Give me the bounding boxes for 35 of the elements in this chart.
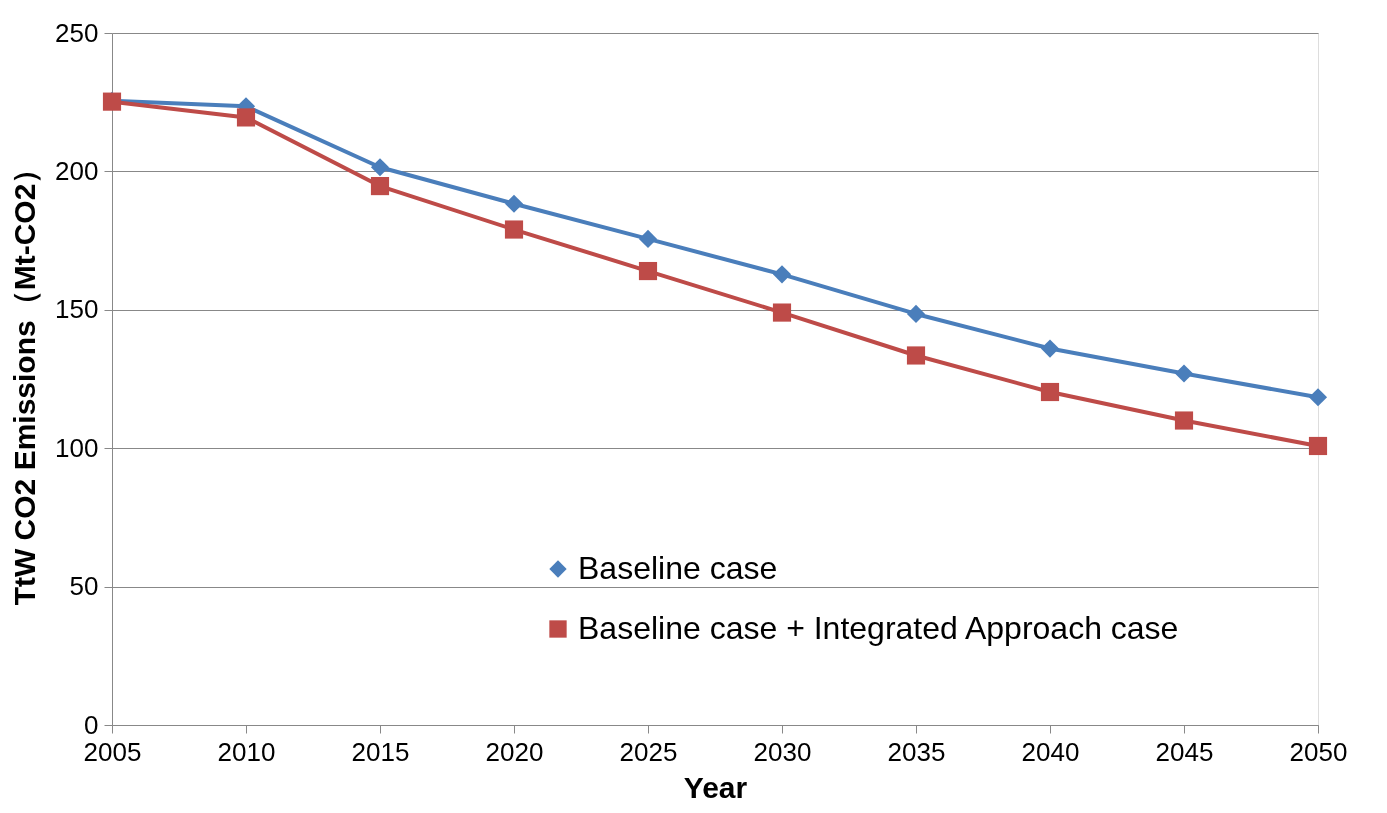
- x-tick-label: 2020: [485, 736, 544, 767]
- point: [370, 176, 390, 196]
- y-axis-title: TtW CO2 Emissions（Mt-CO2）: [8, 153, 42, 606]
- point: [236, 108, 256, 127]
- point: [504, 220, 524, 239]
- point: [1174, 411, 1194, 430]
- point: [638, 261, 658, 281]
- point: [906, 304, 926, 324]
- point: [772, 265, 792, 284]
- x-tick-label: 2015: [351, 736, 410, 767]
- x-tick-label: 2045: [1155, 736, 1214, 767]
- x-tick-label: 2035: [887, 736, 946, 767]
- y-tick-label: 200: [55, 155, 99, 186]
- point: [370, 158, 390, 177]
- x-tick-label: 2030: [753, 736, 812, 767]
- point: [1174, 364, 1194, 383]
- point: [906, 346, 926, 365]
- y-tick-label: 50: [69, 571, 99, 602]
- legend-label: Baseline case: [578, 550, 778, 586]
- point: [638, 229, 658, 249]
- x-tick-label: 2010: [217, 736, 276, 767]
- point: [772, 303, 792, 322]
- y-tick-label: 250: [55, 17, 99, 48]
- point: [1040, 339, 1060, 358]
- y-tick-label: 150: [55, 294, 99, 325]
- x-tick-label: 2025: [619, 736, 678, 767]
- legend-label: Baseline case + Integrated Approach case: [578, 610, 1179, 646]
- x-axis-title: Year: [683, 770, 748, 804]
- point: [1308, 436, 1328, 456]
- point: [1308, 388, 1328, 407]
- x-tick-label: 2050: [1289, 736, 1348, 767]
- point: [504, 194, 524, 213]
- x-tick-label: 2040: [1021, 736, 1080, 767]
- y-tick-label: 100: [55, 432, 99, 463]
- point: [1040, 382, 1060, 402]
